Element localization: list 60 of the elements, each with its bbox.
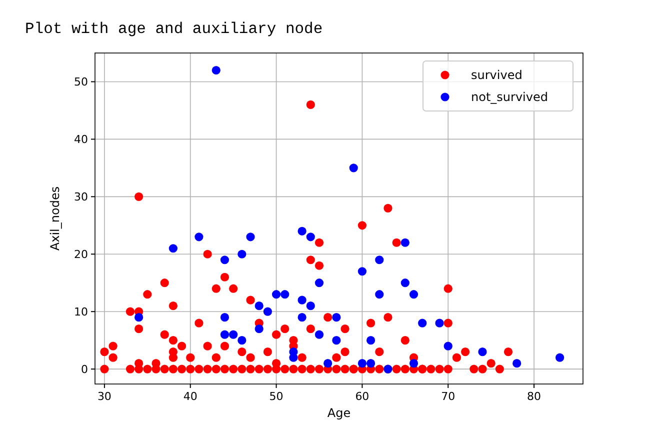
y-tick-label: 0 <box>81 363 88 376</box>
point <box>400 278 410 288</box>
x-tick-label: 50 <box>269 390 284 403</box>
point <box>168 244 178 253</box>
point <box>556 353 564 362</box>
point <box>298 313 306 322</box>
point <box>280 290 290 299</box>
x-tick-label: 40 <box>183 390 198 403</box>
point <box>512 359 522 368</box>
point <box>366 336 376 345</box>
point <box>366 359 376 368</box>
x-tick-label: 60 <box>355 390 370 403</box>
point <box>298 296 306 304</box>
point <box>194 232 204 242</box>
point <box>358 267 366 276</box>
y-tick-label: 50 <box>74 76 88 89</box>
x-tick-label: 80 <box>527 390 542 403</box>
point <box>238 336 246 345</box>
point <box>418 318 427 328</box>
point <box>263 307 272 316</box>
y-tick-label: 40 <box>74 133 88 146</box>
point <box>435 318 444 328</box>
point <box>358 359 366 368</box>
point <box>375 256 384 264</box>
point <box>306 232 315 242</box>
point <box>254 324 264 334</box>
point <box>314 330 324 339</box>
point <box>375 290 384 299</box>
point <box>409 359 418 368</box>
point <box>212 66 220 75</box>
point <box>229 330 238 339</box>
y-tick-label: 20 <box>74 248 88 262</box>
point <box>220 330 230 339</box>
legend-label: survived <box>471 68 522 82</box>
y-tick-label: 10 <box>74 306 88 319</box>
point <box>298 226 306 236</box>
point <box>272 290 281 299</box>
point <box>238 250 246 258</box>
point <box>324 359 332 368</box>
point <box>400 238 410 247</box>
point <box>246 232 255 242</box>
legend-label: not_survived <box>471 90 548 104</box>
point <box>314 278 324 288</box>
point <box>332 313 341 322</box>
point <box>478 348 487 356</box>
chart-title: Plot with age and auxiliary node <box>25 20 323 38</box>
point <box>444 342 452 350</box>
point <box>306 302 315 310</box>
point <box>254 302 264 310</box>
point <box>409 290 418 299</box>
y-axis-title: Axil_nodes <box>48 186 62 251</box>
y-tick-label: 30 <box>74 190 88 204</box>
x-axis-title: Age <box>327 406 351 420</box>
point <box>349 164 358 172</box>
point <box>332 336 341 345</box>
x-tick-label: 30 <box>97 390 112 403</box>
point <box>220 313 230 322</box>
point <box>220 256 230 264</box>
x-tick-label: 70 <box>441 390 456 403</box>
point <box>134 313 144 322</box>
